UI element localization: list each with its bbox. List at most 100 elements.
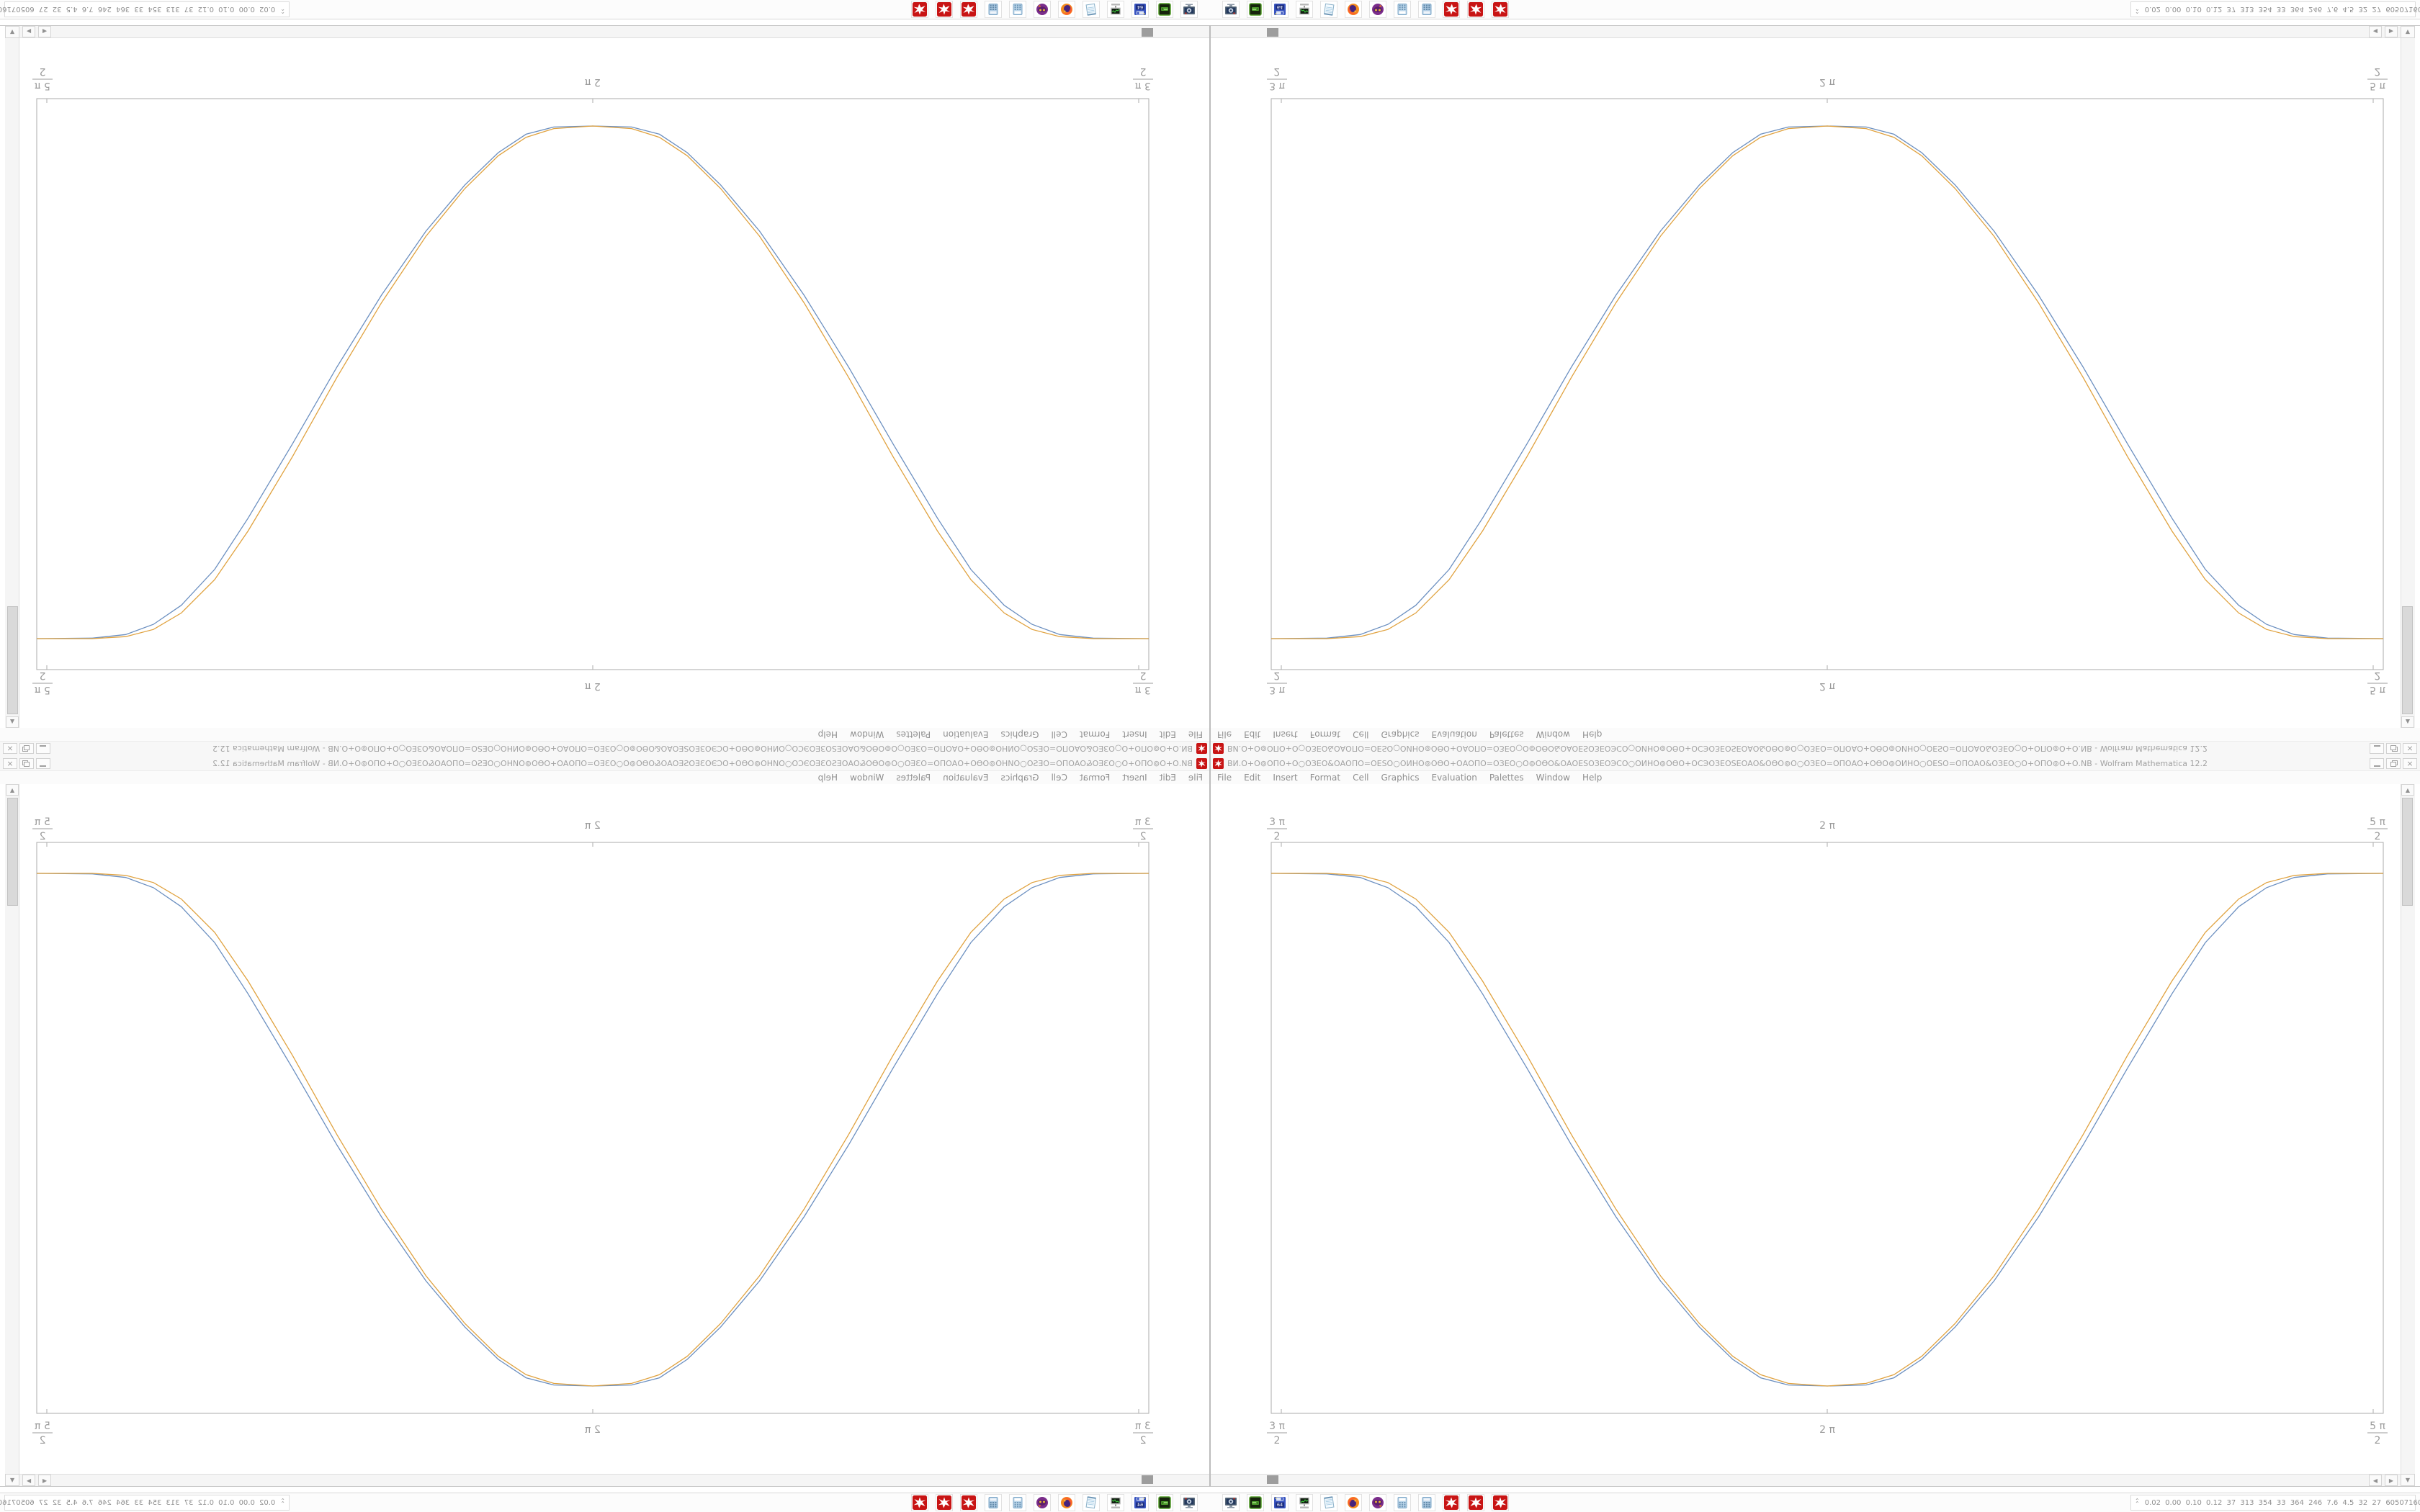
menu-edit[interactable]: Edit [1159, 729, 1176, 739]
vertical-scrollbar-thumb[interactable] [7, 798, 18, 906]
menu-cell[interactable]: Cell [1353, 729, 1369, 739]
expand-chevrons-icon[interactable]: ⌃ ⌃ [2135, 5, 2140, 14]
taskbar-button-mathematica-1[interactable] [960, 1494, 977, 1511]
menu-cell[interactable]: Cell [1353, 773, 1369, 783]
taskbar-button-floppy-64[interactable]: 64 [1271, 1494, 1289, 1511]
horizontal-scrollbar-thumb[interactable] [1142, 1475, 1153, 1484]
system-status-segment[interactable]: ⌃ ⌃ 0.02 0.00 0.10 0.12 37 313 354 33 364… [2130, 1, 2420, 17]
menu-palettes[interactable]: Palettes [896, 773, 931, 783]
horizontal-scrollbar-thumb[interactable] [1142, 28, 1153, 37]
taskbar-button-calculator-2[interactable] [1418, 1494, 1435, 1511]
menu-file[interactable]: File [1217, 729, 1232, 739]
taskbar-button-notepad[interactable] [1320, 1, 1337, 18]
system-status-segment[interactable]: ⌃ ⌃ 0.02 0.00 0.10 0.12 37 313 354 33 364… [0, 1, 290, 17]
taskbar-button-firefox[interactable] [1345, 1494, 1362, 1511]
vertical-scrollbar[interactable] [2401, 784, 2415, 1486]
menu-edit[interactable]: Edit [1244, 729, 1261, 739]
menu-format[interactable]: Format [1309, 729, 1341, 739]
taskbar-button-floppy-64[interactable]: 64 [1271, 1, 1289, 18]
menu-format[interactable]: Format [1079, 773, 1111, 783]
horizontal-scrollbar[interactable] [1211, 26, 2401, 38]
scroll-down-button[interactable]: ▼ [2401, 26, 2415, 38]
close-button[interactable]: × [2403, 757, 2417, 769]
menu-help[interactable]: Help [1582, 729, 1603, 739]
taskbar-button-calculator-2[interactable] [985, 1, 1002, 18]
minimize-button[interactable] [2370, 757, 2384, 769]
scroll-down-button[interactable]: ▼ [2401, 1474, 2415, 1486]
taskbar-button-mathematica-1[interactable] [960, 1, 977, 18]
menu-cell[interactable]: Cell [1051, 773, 1067, 783]
window-titlebar[interactable]: ВИ.О+О⊚ОПО+О○ОЗЕО&ОАОПО=ОЕЅО○ОИНО⊚ОѲО+ОА… [1211, 741, 2420, 756]
taskbar-button-disk-utility[interactable] [1156, 1494, 1173, 1511]
restore-button[interactable] [19, 743, 34, 755]
scroll-down-button[interactable]: ▼ [5, 1474, 19, 1486]
horizontal-scrollbar[interactable] [1211, 1474, 2401, 1486]
taskbar-button-mathematica-1[interactable] [1443, 1494, 1460, 1511]
taskbar-button-mathematica-3[interactable] [911, 1, 928, 18]
menu-help[interactable]: Help [817, 729, 838, 739]
menu-evaluation[interactable]: Evaluation [943, 729, 989, 739]
taskbar-button-system-monitor[interactable] [1107, 1, 1124, 18]
system-status-segment[interactable]: ⌃ ⌃ 0.02 0.00 0.10 0.12 37 313 354 33 364… [0, 1495, 290, 1511]
scroll-up-button[interactable]: ▲ [2401, 784, 2414, 796]
taskbar-button-monitor-settings[interactable] [1222, 1494, 1240, 1511]
minimize-button[interactable] [36, 743, 50, 755]
taskbar-button-mathematica-2[interactable] [936, 1494, 953, 1511]
taskbar-button-disk-utility[interactable] [1156, 1, 1173, 18]
taskbar-button-firefox[interactable] [1058, 1494, 1075, 1511]
horizontal-scrollbar[interactable] [19, 1474, 1209, 1486]
taskbar-button-mathematica-2[interactable] [1467, 1494, 1484, 1511]
scroll-left-button[interactable]: ◀ [2369, 26, 2382, 37]
minimize-button[interactable] [36, 757, 50, 769]
menu-help[interactable]: Help [817, 773, 838, 783]
window-titlebar[interactable]: ВИ.О+О⊚ОПО+О○ОЗЕО&ОАОПО=ОЕЅО○ОИНО⊚ОѲО+ОА… [0, 741, 1209, 756]
close-button[interactable]: × [3, 757, 17, 769]
taskbar-button-disk-utility[interactable] [1247, 1, 1264, 18]
scroll-left-button[interactable]: ◀ [38, 26, 51, 37]
menu-graphics[interactable]: Graphics [1000, 729, 1039, 739]
taskbar-button-calculator-1[interactable] [1394, 1494, 1411, 1511]
menu-window[interactable]: Window [850, 773, 884, 783]
taskbar-button-mathematica-3[interactable] [1492, 1, 1509, 18]
window-titlebar[interactable]: ВИ.О+О⊚ОПО+О○ОЗЕО&ОАОПО=ОЕЅО○ОИНО⊚ОѲО+ОА… [1211, 756, 2420, 771]
expand-chevrons-icon[interactable]: ⌃ ⌃ [280, 5, 285, 14]
taskbar-button-owl-app[interactable] [1369, 1494, 1386, 1511]
menu-insert[interactable]: Insert [1122, 773, 1147, 783]
menu-cell[interactable]: Cell [1051, 729, 1067, 739]
taskbar-button-owl-app[interactable] [1034, 1, 1051, 18]
menu-palettes[interactable]: Palettes [1489, 729, 1524, 739]
taskbar-button-mathematica-3[interactable] [911, 1494, 928, 1511]
menu-window[interactable]: Window [1536, 729, 1570, 739]
restore-button[interactable] [2386, 743, 2401, 755]
expand-chevrons-icon[interactable]: ⌃ ⌃ [280, 1498, 285, 1507]
taskbar-button-owl-app[interactable] [1034, 1494, 1051, 1511]
taskbar-button-monitor-settings[interactable] [1222, 1, 1240, 18]
taskbar-button-mathematica-3[interactable] [1492, 1494, 1509, 1511]
taskbar-button-system-monitor[interactable] [1296, 1494, 1313, 1511]
menu-palettes[interactable]: Palettes [896, 729, 931, 739]
taskbar-button-mathematica-2[interactable] [936, 1, 953, 18]
taskbar-button-notepad[interactable] [1083, 1494, 1100, 1511]
scroll-right-button[interactable]: ▶ [2385, 1475, 2398, 1486]
taskbar-button-firefox[interactable] [1345, 1, 1362, 18]
vertical-scrollbar-thumb[interactable] [2402, 798, 2413, 906]
menu-help[interactable]: Help [1582, 773, 1603, 783]
taskbar-button-notepad[interactable] [1320, 1494, 1337, 1511]
restore-button[interactable] [2386, 757, 2401, 769]
minimize-button[interactable] [2370, 743, 2384, 755]
horizontal-scrollbar-thumb[interactable] [1267, 28, 1278, 37]
taskbar-button-disk-utility[interactable] [1247, 1494, 1264, 1511]
taskbar-button-owl-app[interactable] [1369, 1, 1386, 18]
taskbar-button-calculator-1[interactable] [1009, 1, 1026, 18]
menu-edit[interactable]: Edit [1244, 773, 1261, 783]
taskbar-button-calculator-1[interactable] [1394, 1, 1411, 18]
menu-graphics[interactable]: Graphics [1381, 773, 1420, 783]
taskbar-button-monitor-settings[interactable] [1180, 1494, 1198, 1511]
menu-file[interactable]: File [1188, 729, 1203, 739]
taskbar-button-calculator-2[interactable] [1418, 1, 1435, 18]
menu-window[interactable]: Window [1536, 773, 1570, 783]
taskbar-button-mathematica-1[interactable] [1443, 1, 1460, 18]
scroll-up-button[interactable]: ▲ [6, 784, 19, 796]
taskbar-button-monitor-settings[interactable] [1180, 1, 1198, 18]
menu-insert[interactable]: Insert [1273, 773, 1298, 783]
